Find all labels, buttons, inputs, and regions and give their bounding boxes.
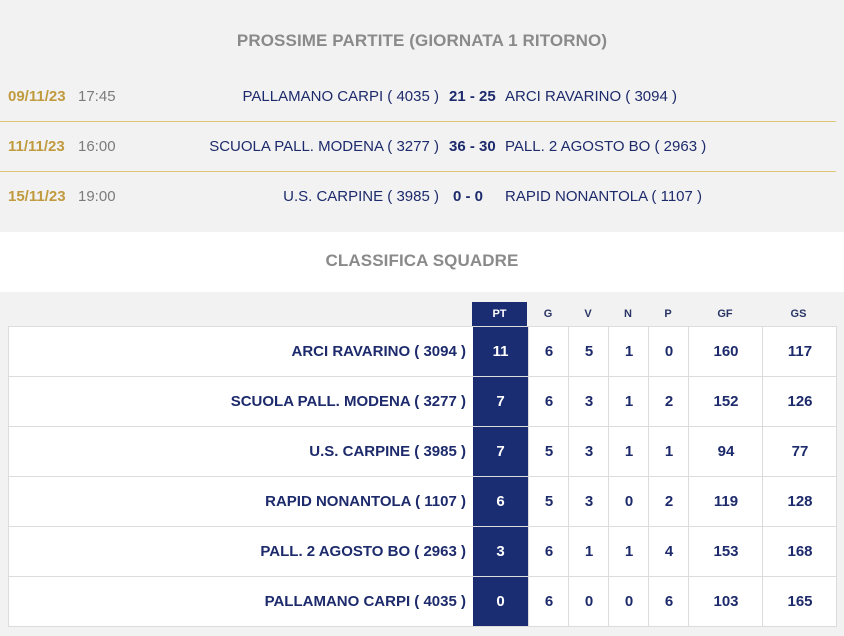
match-home-team: SCUOLA PALL. MODENA ( 3277 ): [209, 138, 439, 155]
goals-against-cell: 77: [762, 427, 837, 476]
goals-against-cell: 165: [762, 577, 837, 626]
goals-against-cell: 168: [762, 527, 837, 576]
match-home-team: U.S. CARPINE ( 3985 ): [283, 188, 439, 205]
points-cell: 6: [473, 477, 528, 526]
match-time: 16:00: [78, 138, 116, 155]
won-cell: 3: [568, 377, 609, 426]
points-cell: 0: [473, 577, 528, 626]
standings-row[interactable]: SCUOLA PALL. MODENA ( 3277 ) 7 6 3 1 2 1…: [8, 376, 837, 426]
match-away-team: ARCI RAVARINO ( 3094 ): [505, 88, 677, 105]
won-cell: 3: [568, 427, 609, 476]
match-time: 19:00: [78, 188, 116, 205]
goals-for-cell: 153: [688, 527, 763, 576]
goals-for-cell: 160: [688, 327, 763, 376]
standings-table: PT G V N P GF GS ARCI RAVARINO ( 3094 ) …: [0, 292, 844, 636]
match-score: 0 - 0: [452, 188, 483, 205]
played-cell: 5: [528, 477, 569, 526]
match-row[interactable]: 15/11/23 19:00 U.S. CARPINE ( 3985 ) 0 -…: [0, 171, 836, 222]
drawn-cell: 1: [608, 427, 649, 476]
standings-row[interactable]: PALL. 2 AGOSTO BO ( 2963 ) 3 6 1 1 4 153…: [8, 526, 837, 576]
team-name: U.S. CARPINE ( 3985 ): [309, 443, 466, 460]
match-home-team: PALLAMANO CARPI ( 4035 ): [242, 88, 439, 105]
match-away-team: PALL. 2 AGOSTO BO ( 2963 ): [505, 138, 707, 155]
standings-row[interactable]: U.S. CARPINE ( 3985 ) 7 5 3 1 1 94 77: [8, 426, 837, 476]
lost-cell: 0: [648, 327, 689, 376]
column-header-g: G: [543, 308, 553, 320]
team-name: RAPID NONANTOLA ( 1107 ): [265, 493, 466, 510]
played-cell: 6: [528, 377, 569, 426]
match-date: 11/11/23: [8, 138, 65, 155]
lost-cell: 2: [648, 477, 689, 526]
drawn-cell: 0: [608, 477, 649, 526]
drawn-cell: 1: [608, 377, 649, 426]
goals-against-cell: 117: [762, 327, 837, 376]
team-name: PALLAMANO CARPI ( 4035 ): [264, 593, 466, 610]
column-header-p: P: [664, 308, 672, 320]
won-cell: 5: [568, 327, 609, 376]
won-cell: 1: [568, 527, 609, 576]
match-date: 09/11/23: [8, 88, 66, 105]
standings-row[interactable]: PALLAMANO CARPI ( 4035 ) 0 6 0 0 6 103 1…: [8, 576, 837, 627]
column-header-v: V: [584, 308, 592, 320]
drawn-cell: 1: [608, 527, 649, 576]
goals-against-cell: 126: [762, 377, 837, 426]
standings-title: CLASSIFICA SQUADRE: [325, 251, 519, 270]
match-row[interactable]: 09/11/23 17:45 PALLAMANO CARPI ( 4035 ) …: [0, 72, 836, 122]
match-date: 15/11/23: [8, 188, 66, 205]
goals-against-cell: 128: [762, 477, 837, 526]
points-cell: 11: [473, 327, 528, 376]
goals-for-cell: 94: [688, 427, 763, 476]
column-header-gf: GF: [717, 308, 733, 320]
column-header-gs: GS: [790, 308, 807, 320]
lost-cell: 2: [648, 377, 689, 426]
team-name: ARCI RAVARINO ( 3094 ): [291, 343, 466, 360]
played-cell: 6: [528, 577, 569, 626]
played-cell: 6: [528, 327, 569, 376]
won-cell: 3: [568, 477, 609, 526]
lost-cell: 6: [648, 577, 689, 626]
points-cell: 7: [473, 377, 528, 426]
goals-for-cell: 152: [688, 377, 763, 426]
drawn-cell: 1: [608, 327, 649, 376]
goals-for-cell: 103: [688, 577, 763, 626]
played-cell: 5: [528, 427, 569, 476]
team-name: PALL. 2 AGOSTO BO ( 2963 ): [260, 543, 466, 560]
column-header-pt: PT: [472, 302, 527, 326]
drawn-cell: 0: [608, 577, 649, 626]
upcoming-matches-panel: PROSSIME PARTITE (GIORNATA 1 RITORNO) 09…: [0, 0, 844, 232]
match-score: 21 - 25: [449, 88, 496, 105]
match-away-team: RAPID NONANTOLA ( 1107 ): [505, 188, 703, 205]
standings-row[interactable]: RAPID NONANTOLA ( 1107 ) 6 5 3 0 2 119 1…: [8, 476, 837, 526]
lost-cell: 4: [648, 527, 689, 576]
match-score: 36 - 30: [449, 138, 496, 155]
team-name: SCUOLA PALL. MODENA ( 3277 ): [230, 393, 466, 410]
column-header-n: N: [624, 308, 632, 320]
match-row[interactable]: 11/11/23 16:00 SCUOLA PALL. MODENA ( 327…: [0, 121, 836, 172]
upcoming-matches-title: PROSSIME PARTITE (GIORNATA 1 RITORNO): [236, 31, 608, 50]
won-cell: 0: [568, 577, 609, 626]
points-cell: 3: [473, 527, 528, 576]
standings-row[interactable]: ARCI RAVARINO ( 3094 ) 11 6 5 1 0 160 11…: [8, 326, 837, 376]
match-time: 17:45: [78, 88, 116, 105]
played-cell: 6: [528, 527, 569, 576]
lost-cell: 1: [648, 427, 689, 476]
points-cell: 7: [473, 427, 528, 476]
goals-for-cell: 119: [688, 477, 763, 526]
